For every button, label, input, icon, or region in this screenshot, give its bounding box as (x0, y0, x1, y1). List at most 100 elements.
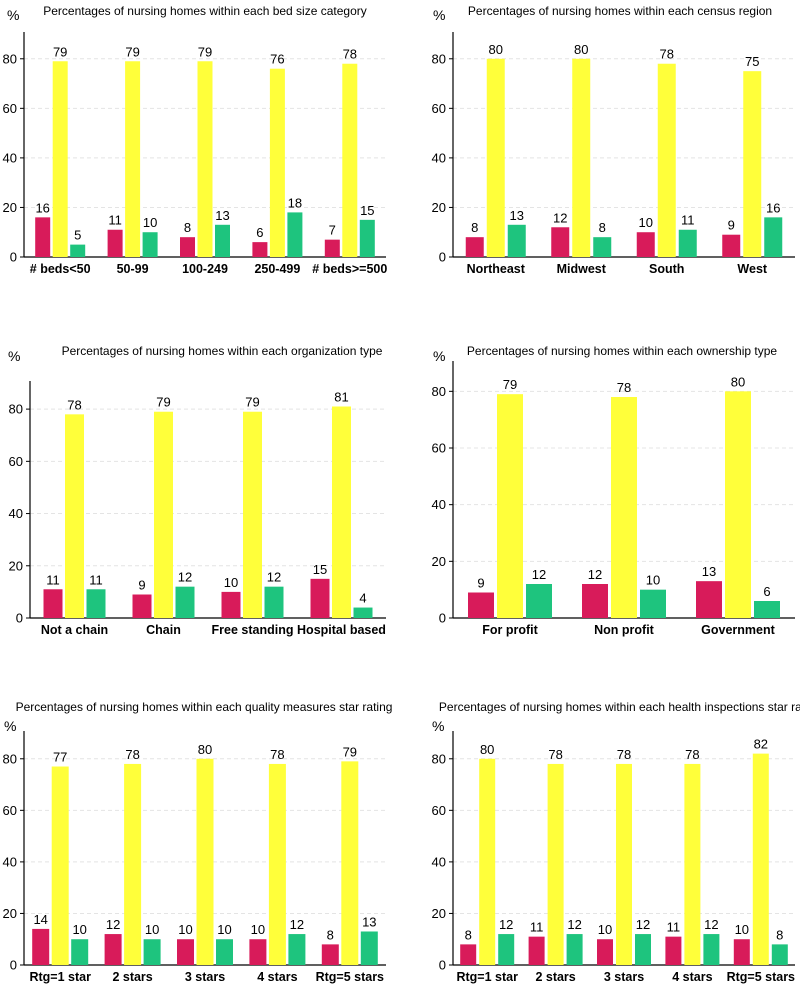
bar-value-label-4-2-red: 12 (588, 567, 602, 582)
y-tick-label-2-40: 40 (432, 150, 446, 165)
bar-value-label-1-5-green: 15 (360, 203, 374, 218)
bar-value-label-2-2-red: 12 (553, 210, 567, 225)
y-tick-label-4-80: 80 (432, 384, 446, 399)
y-tick-label-6-20: 20 (432, 906, 446, 921)
bar-4-1-red (468, 592, 494, 618)
y-tick-label-3-80: 80 (9, 402, 23, 417)
bar-3-4-yellow (332, 406, 351, 618)
y-unit-label-6: % (432, 718, 444, 734)
bar-value-label-6-4-green: 12 (704, 917, 718, 932)
chart-title-1: Percentages of nursing homes within each… (43, 4, 367, 18)
bar-value-label-6-2-yellow: 78 (548, 747, 562, 762)
bar-value-label-4-1-green: 12 (532, 567, 546, 582)
y-tick-label-2-60: 60 (432, 101, 446, 116)
bar-3-1-green (86, 589, 106, 618)
category-label-6-2: 2 stars (535, 970, 575, 984)
bar-value-label-3-3-yellow: 79 (245, 395, 259, 410)
y-tick-label-5-20: 20 (3, 906, 17, 921)
bar-value-label-6-2-red: 11 (530, 920, 544, 935)
category-label-2-2: Midwest (557, 262, 607, 276)
category-label-2-3: South (649, 262, 684, 276)
bar-1-5-green (359, 219, 375, 257)
y-tick-label-5-60: 60 (3, 803, 17, 818)
bar-value-label-5-3-red: 10 (178, 922, 192, 937)
bar-1-4-red (252, 242, 268, 257)
bar-3-3-green (264, 586, 284, 618)
bar-value-label-3-1-red: 11 (46, 572, 60, 587)
bar-value-label-1-4-yellow: 76 (270, 52, 284, 67)
bar-value-label-6-2-green: 12 (567, 917, 581, 932)
bar-4-1-yellow (497, 394, 523, 618)
chart-title-3: Percentages of nursing homes within each… (62, 344, 383, 358)
bar-value-label-3-3-green: 12 (267, 570, 281, 585)
bar-3-1-red (43, 589, 63, 618)
bar-value-label-5-5-green: 13 (362, 914, 376, 929)
y-tick-label-3-20: 20 (9, 558, 23, 573)
bar-5-1-yellow (51, 766, 69, 965)
bar-value-label-1-2-yellow: 79 (125, 44, 139, 59)
bar-value-label-6-5-green: 8 (776, 927, 783, 942)
bar-5-5-yellow (341, 761, 359, 965)
bar-3-2-green (175, 586, 195, 618)
bar-value-label-3-1-green: 11 (89, 572, 103, 587)
bar-value-label-3-1-yellow: 78 (67, 397, 81, 412)
bar-1-1-red (35, 217, 51, 257)
category-label-5-1: Rtg=1 star (29, 970, 91, 984)
category-label-3-4: Hospital based (297, 623, 386, 637)
category-label-1-3: 100-249 (182, 262, 228, 276)
y-tick-label-3-60: 60 (9, 454, 23, 469)
category-label-6-3: 3 stars (604, 970, 644, 984)
bar-value-label-2-4-yellow: 75 (745, 54, 759, 69)
y-tick-label-4-0: 0 (439, 611, 446, 626)
bar-6-1-red (460, 944, 477, 965)
bar-value-label-4-1-yellow: 79 (503, 377, 517, 392)
bar-5-1-green (71, 939, 89, 965)
bar-value-label-3-2-red: 9 (138, 578, 145, 593)
y-unit-label-4: % (433, 348, 445, 364)
y-tick-label-5-40: 40 (3, 854, 17, 869)
bar-2-4-red (722, 234, 741, 257)
bar-value-label-4-2-green: 10 (646, 573, 660, 588)
bar-4-3-yellow (725, 391, 751, 618)
bar-2-2-yellow (572, 58, 591, 258)
category-label-1-4: 250-499 (254, 262, 300, 276)
bar-value-label-6-3-green: 12 (636, 917, 650, 932)
y-tick-label-4-40: 40 (432, 497, 446, 512)
bar-4-3-red (696, 581, 722, 618)
bar-6-2-red (528, 936, 545, 965)
bar-value-label-6-3-red: 10 (598, 922, 612, 937)
category-label-6-1: Rtg=1 star (456, 970, 518, 984)
category-label-2-4: West (737, 262, 767, 276)
bar-value-label-1-4-green: 18 (288, 195, 302, 210)
bar-value-label-4-3-red: 13 (702, 564, 716, 579)
bar-1-5-red (324, 239, 340, 257)
bar-4-2-yellow (611, 397, 637, 618)
bar-value-label-6-1-yellow: 80 (480, 742, 494, 757)
y-unit-label-1: % (7, 7, 19, 23)
bar-value-label-5-2-yellow: 78 (125, 747, 139, 762)
category-label-5-5: Rtg=5 stars (316, 970, 384, 984)
y-tick-label-1-0: 0 (10, 250, 17, 265)
bar-6-4-yellow (684, 763, 701, 965)
y-tick-label-1-40: 40 (3, 150, 17, 165)
category-label-3-1: Not a chain (41, 623, 108, 637)
bar-value-label-6-1-red: 8 (465, 927, 472, 942)
bar-4-2-green (640, 589, 666, 618)
bar-2-3-yellow (657, 63, 676, 257)
bar-value-label-5-2-green: 10 (145, 922, 159, 937)
bar-5-2-red (104, 934, 122, 965)
bar-value-label-1-2-green: 10 (143, 215, 157, 230)
bar-value-label-3-4-green: 4 (359, 591, 366, 606)
bar-value-label-3-2-green: 12 (178, 570, 192, 585)
category-label-2-1: Northeast (467, 262, 526, 276)
category-label-6-5: Rtg=5 stars (727, 970, 795, 984)
bar-value-label-1-1-yellow: 79 (53, 44, 67, 59)
bar-3-4-red (310, 578, 330, 618)
bar-5-5-green (360, 931, 378, 965)
bar-value-label-1-2-red: 11 (108, 213, 122, 228)
category-label-1-1: # beds<50 (30, 262, 91, 276)
bar-1-1-green (70, 244, 86, 257)
bar-3-1-yellow (65, 414, 84, 618)
bar-value-label-2-1-red: 8 (471, 220, 478, 235)
